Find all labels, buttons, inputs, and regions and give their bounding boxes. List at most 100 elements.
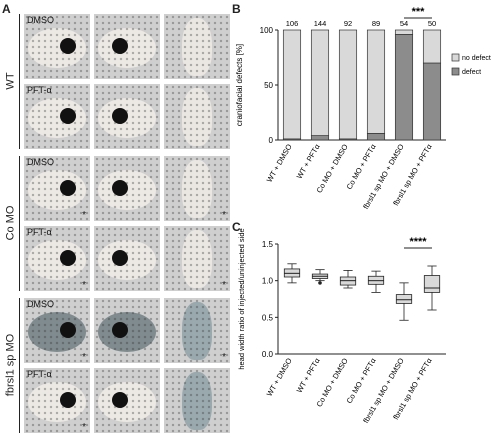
outlier-point: [318, 281, 322, 285]
embryo-eye: [60, 322, 76, 338]
embryo-image-tile: [94, 298, 160, 363]
y-tick-label: 100: [260, 26, 274, 35]
significance-label: ***: [412, 6, 426, 18]
n-label: 92: [344, 19, 352, 28]
x-tick-label: WT + PFTα: [295, 356, 322, 394]
pigment-spots: [24, 14, 90, 79]
embryo-eye: [112, 38, 128, 54]
group-bracket: [19, 14, 20, 149]
embryo-body: [28, 170, 86, 210]
significance-label: ****: [409, 236, 427, 248]
embryo-image-tile: [94, 84, 160, 149]
embryo-eye: [60, 392, 76, 408]
legend-label-no-defect: no defect: [462, 55, 491, 62]
panel-a-letter: A: [2, 2, 11, 16]
embryo-eye: [60, 108, 76, 124]
embryo-image-tile: PFT-α: [24, 84, 90, 149]
pigment-spots: [164, 368, 230, 433]
embryo-image-tile: *: [164, 298, 230, 363]
pigment-spots: [164, 84, 230, 149]
n-label: 144: [314, 19, 327, 28]
embryo-image-tile: DMSO *: [24, 156, 90, 221]
embryo-eye: [60, 38, 76, 54]
legend-swatch-defect: [451, 67, 460, 76]
embryo-image-tile: PFT-α *: [24, 226, 90, 291]
x-tick-label: Co MO + PFTα: [345, 356, 379, 405]
embryo-body: [182, 230, 212, 288]
embryo-body: [182, 18, 212, 76]
injected-side-marker: *: [82, 210, 86, 221]
y-tick-label: 0: [269, 136, 274, 145]
embryo-image-tile: PFT-α *: [24, 368, 90, 433]
box: [395, 294, 413, 304]
y-tick-label: 1.5: [262, 240, 274, 249]
bar-no-defect: [310, 29, 330, 136]
treatment-caption: DMSO: [27, 15, 54, 25]
y-axis-label: craniofacial defects [%]: [235, 44, 244, 126]
x-tick-label: Co MO + PFTα: [345, 142, 379, 191]
treatment-caption: PFT-α: [27, 369, 52, 379]
y-tick-label: 1.0: [262, 277, 274, 286]
group-bracket: [19, 298, 20, 433]
injected-side-marker: *: [222, 280, 226, 291]
y-tick-label: 0.5: [262, 313, 274, 322]
y-axis-label: head width ratio of injected/uninjected …: [237, 228, 246, 369]
bar-no-defect: [338, 29, 358, 140]
embryo-image-tile: *: [164, 226, 230, 291]
x-tick-label: WT + DMSO: [265, 142, 294, 184]
embryo-image-tile: [94, 156, 160, 221]
box: [423, 275, 441, 293]
embryo-image-tile: DMSO *: [24, 298, 90, 363]
bar-no-defect: [422, 29, 442, 64]
panel-b-stacked-bar-chart: 0 50 100 craniofacial defects [%] 106 WT + DM…: [235, 6, 491, 211]
bar-no-defect: [282, 29, 302, 140]
embryo-image-tile: [164, 84, 230, 149]
group-bracket: [19, 156, 20, 291]
bar-no-defect: [366, 29, 386, 134]
n-label: 54: [400, 19, 408, 28]
bar-no-defect: [394, 29, 414, 35]
legend-swatch-no-defect: [451, 53, 460, 62]
bar-defect: [310, 135, 330, 141]
embryo-body: [28, 98, 86, 138]
x-tick-label: WT + DMSO: [265, 356, 294, 398]
embryo-image-tile: [94, 368, 160, 433]
pigment-spots: [24, 84, 90, 149]
pigment-spots: [164, 226, 230, 291]
embryo-body: [28, 382, 86, 422]
embryo-eye: [112, 180, 128, 196]
injected-side-marker: *: [82, 280, 86, 291]
embryo-eye: [60, 250, 76, 266]
embryo-body: [28, 312, 86, 352]
n-label: 50: [428, 19, 436, 28]
group-label: Co MO: [4, 205, 16, 240]
embryo-body: [182, 160, 212, 218]
embryo-eye: [112, 108, 128, 124]
panel-c-box-plot: 0.0 0.5 1.0 1.5 head width ratio of injected…: [237, 228, 446, 425]
embryo-body: [28, 28, 86, 68]
injected-side-marker: *: [82, 422, 86, 433]
pigment-spots: [164, 298, 230, 363]
group-label: fbrsl1 sp MO: [4, 333, 16, 396]
panel-c-letter: C: [232, 220, 241, 234]
injected-side-marker: *: [82, 352, 86, 363]
bar-defect: [394, 34, 414, 141]
embryo-image-tile: [164, 14, 230, 79]
injected-side-marker: *: [222, 210, 226, 221]
pigment-spots: [24, 298, 90, 363]
legend-label-defect: defect: [462, 69, 481, 76]
treatment-caption: PFT-α: [27, 85, 52, 95]
group-label: WT: [4, 71, 16, 90]
embryo-eye: [112, 322, 128, 338]
embryo-eye: [112, 250, 128, 266]
x-tick-label: WT + PFTα: [295, 142, 322, 180]
panel-b-letter: B: [232, 2, 241, 16]
embryo-image-tile: DMSO: [24, 14, 90, 79]
embryo-body: [182, 372, 212, 430]
injected-side-marker: *: [222, 352, 226, 363]
pigment-spots: [24, 226, 90, 291]
treatment-caption: DMSO: [27, 299, 54, 309]
pigment-spots: [24, 156, 90, 221]
embryo-body: [28, 240, 86, 280]
pigment-spots: [24, 368, 90, 433]
